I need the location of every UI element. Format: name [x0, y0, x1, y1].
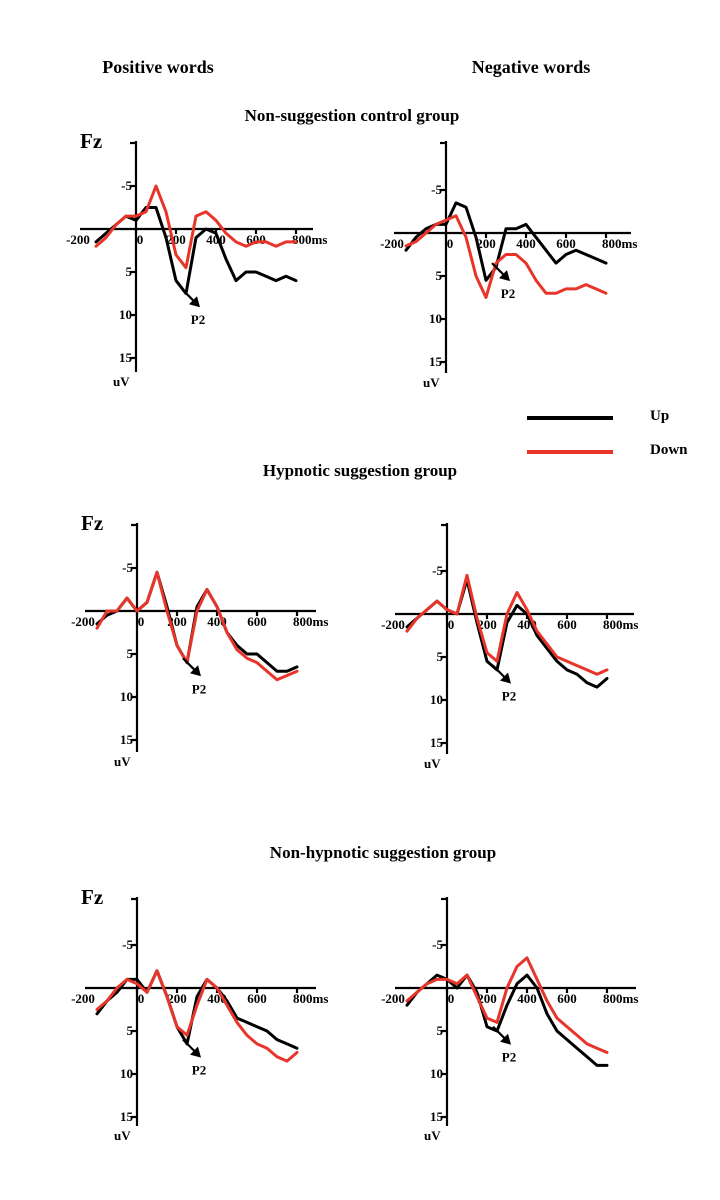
column-header-positive: Positive words	[102, 57, 214, 77]
x-tick-label: 0	[137, 232, 144, 247]
p2-arrowhead	[499, 270, 510, 282]
x-tick-label: -200	[381, 617, 405, 632]
y-tick-label: 5	[437, 649, 444, 664]
p2-label: P2	[192, 1063, 206, 1078]
x-tick-label: -200	[66, 232, 90, 247]
erp-panel-2: -5 5 10 15 -200 0 200 400 600 800ms uV P2	[380, 141, 637, 390]
p2-arrowhead	[190, 1046, 201, 1058]
trace-down	[95, 570, 299, 682]
y-tick-label: 10	[120, 1066, 133, 1081]
y-tick-label: -5	[122, 560, 133, 575]
x-tick-label: -200	[71, 614, 95, 629]
x-tick-label: 200	[167, 991, 187, 1006]
p2-label: P2	[192, 681, 206, 696]
x-tick-label: 800ms	[603, 617, 638, 632]
y-unit-label: uV	[114, 754, 131, 769]
group-title-control: Non-suggestion control group	[245, 106, 460, 125]
x-tick-label: -200	[71, 991, 95, 1006]
legend-label-down: Down	[650, 442, 688, 458]
y-tick-label: 10	[430, 1066, 443, 1081]
y-tick-label: -5	[431, 182, 442, 197]
x-tick-label: 0	[448, 617, 455, 632]
x-tick-label: -200	[380, 236, 404, 251]
p2-arrowhead	[500, 1033, 511, 1045]
x-tick-label: 800ms	[293, 991, 328, 1006]
trace-down	[94, 184, 298, 270]
x-tick-label: 0	[138, 991, 145, 1006]
erp-panel-6: -5 5 10 15 -200 0 200 400 600 800ms uV P2	[381, 897, 638, 1143]
x-tick-label: 400	[517, 991, 537, 1006]
p2-arrowhead	[500, 672, 511, 684]
y-tick-label: 5	[126, 264, 133, 279]
x-tick-label: -200	[381, 991, 405, 1006]
legend: Up Down	[527, 408, 688, 458]
p2-arrowhead	[190, 665, 201, 677]
channel-label: Fz	[81, 885, 103, 909]
y-tick-label: -5	[432, 563, 443, 578]
x-tick-label: 600	[247, 614, 267, 629]
p2-label: P2	[502, 689, 516, 704]
x-tick-label: 600	[556, 236, 576, 251]
trace-up	[405, 578, 609, 689]
p2-label: P2	[502, 1050, 516, 1065]
y-tick-label: -5	[121, 178, 132, 193]
y-tick-label: 15	[119, 350, 133, 365]
x-tick-label: 600	[247, 991, 267, 1006]
y-tick-label: 10	[429, 311, 442, 326]
x-tick-label: 600	[557, 991, 577, 1006]
y-tick-label: 5	[436, 268, 443, 283]
y-tick-label: 15	[429, 354, 443, 369]
trace-up	[405, 973, 609, 1067]
channel-label: Fz	[80, 129, 102, 153]
channel-label: Fz	[81, 511, 103, 535]
x-tick-label: 400	[516, 236, 536, 251]
group-title-non-hypnotic: Non-hypnotic suggestion group	[270, 843, 496, 862]
x-tick-label: 0	[447, 236, 454, 251]
x-tick-label: 0	[448, 991, 455, 1006]
legend-label-up: Up	[650, 408, 669, 424]
x-tick-label: 0	[138, 614, 145, 629]
x-tick-label: 200	[477, 991, 497, 1006]
x-tick-label: 800ms	[602, 236, 637, 251]
y-tick-label: 10	[119, 307, 132, 322]
y-tick-label: 15	[120, 1109, 134, 1124]
y-tick-label: 10	[430, 692, 443, 707]
p2-label: P2	[501, 286, 515, 301]
trace-down	[405, 956, 609, 1054]
y-tick-label: 15	[430, 1109, 444, 1124]
y-tick-label: 5	[437, 1023, 444, 1038]
trace-down	[95, 969, 299, 1063]
x-tick-label: 200	[477, 617, 497, 632]
column-header-negative: Negative words	[472, 57, 590, 77]
y-unit-label: uV	[113, 374, 130, 389]
y-tick-label: 15	[430, 735, 444, 750]
y-tick-label: -5	[122, 937, 133, 952]
x-tick-label: 800ms	[292, 232, 327, 247]
y-tick-label: 5	[127, 646, 134, 661]
y-tick-label: 5	[127, 1023, 134, 1038]
x-tick-label: 200	[476, 236, 496, 251]
x-tick-label: 800ms	[603, 991, 638, 1006]
y-unit-label: uV	[424, 1128, 441, 1143]
trace-down	[405, 573, 609, 676]
y-unit-label: uV	[114, 1128, 131, 1143]
p2-arrowhead	[189, 296, 200, 308]
group-title-hypnotic: Hypnotic suggestion group	[263, 461, 457, 480]
x-tick-label: 800ms	[293, 614, 328, 629]
x-tick-label: 600	[557, 617, 577, 632]
p2-label: P2	[191, 312, 205, 327]
trace-down	[404, 214, 608, 299]
y-unit-label: uV	[423, 375, 440, 390]
y-unit-label: uV	[424, 756, 441, 771]
y-tick-label: -5	[432, 937, 443, 952]
y-tick-label: 10	[120, 689, 133, 704]
y-tick-label: 15	[120, 732, 134, 747]
